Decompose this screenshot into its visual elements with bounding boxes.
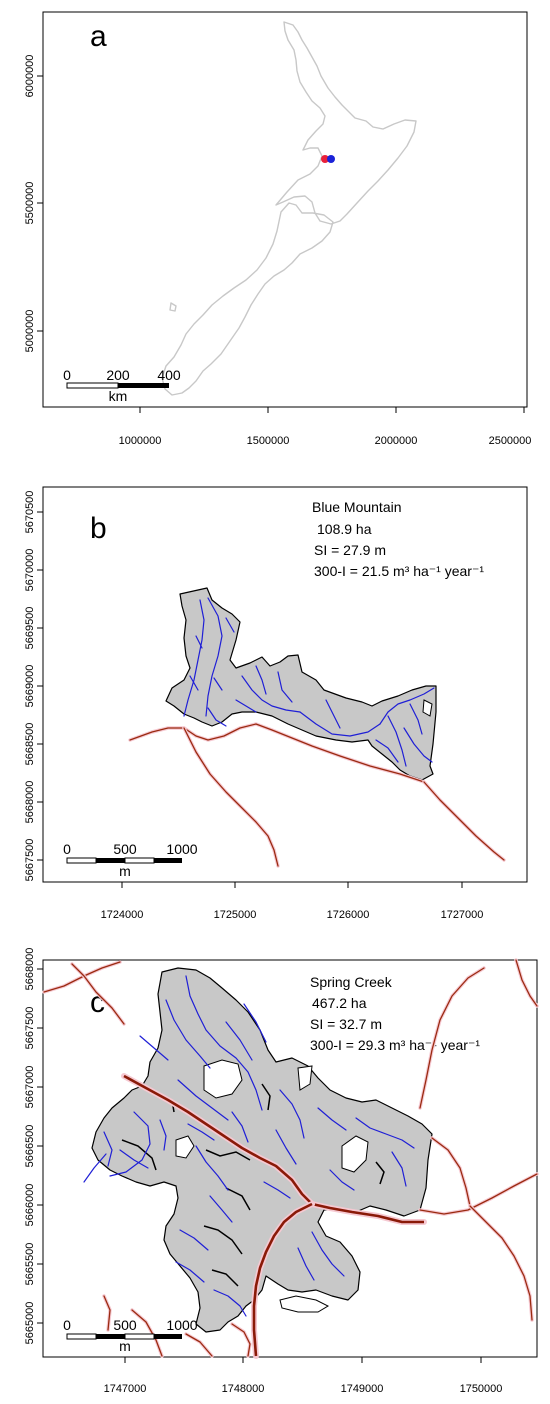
x-tick-label: 2500000 [489, 435, 532, 447]
y-tick-label: 5669000 [24, 665, 36, 708]
panel-c-roads [42, 958, 539, 1358]
panel-b-x-axis: 1724000 1725000 1726000 1727000 [101, 882, 484, 921]
panel-a-scalebar: 0 200 400 km [63, 367, 181, 404]
site-area: 108.9 ha [317, 521, 372, 537]
panel-a-frame [42, 11, 528, 408]
scalebar-label-0: 0 [63, 841, 71, 857]
panel-c-streams [83, 975, 415, 1317]
panel-a-letter: a [90, 20, 107, 53]
x-tick-label: 1727000 [441, 909, 484, 921]
scalebar-unit: m [119, 863, 131, 879]
panel-b: b Blue Mountain 108.9 ha SI = 27.9 m 300… [24, 486, 528, 921]
panel-b-roads [128, 722, 506, 868]
panel-b-letter: b [90, 512, 107, 545]
blue-mountain-forest [165, 587, 437, 781]
spring-creek-forest [91, 967, 433, 1333]
x-tick-label: 1749000 [341, 1383, 384, 1395]
panel-b-streams [183, 597, 435, 767]
panel-a-y-axis: 6000000 5500000 5000000 [24, 55, 43, 353]
scalebar-label-mid: 500 [113, 1317, 137, 1333]
x-tick-label: 1747000 [104, 1383, 147, 1395]
stewart-island-outline [169, 302, 177, 312]
forest-gap [422, 699, 433, 717]
x-tick-label: 1724000 [101, 909, 144, 921]
scalebar-label-max: 400 [157, 367, 181, 383]
x-tick-label: 1748000 [222, 1383, 265, 1395]
site-area: 467.2 ha [312, 995, 367, 1011]
clearing [341, 1135, 369, 1173]
clearing [297, 1065, 313, 1091]
panel-c-x-axis: 1747000 1748000 1749000 1750000 [104, 1357, 503, 1395]
panel-c-highway [121, 1073, 427, 1359]
panel-c-y-axis: 5668000 5667500 5667000 5666500 5666000 … [24, 948, 43, 1345]
site-index: SI = 32.7 m [310, 1016, 382, 1032]
y-tick-label: 5666000 [24, 1184, 36, 1227]
panel-b-y-axis: 5670500 5670000 5669500 5669000 5668500 … [24, 491, 43, 882]
scalebar-unit: km [109, 388, 128, 404]
clearing [175, 1135, 195, 1159]
x-tick-label: 2000000 [375, 435, 418, 447]
x-tick-label: 1750000 [460, 1383, 503, 1395]
north-island-outline [275, 21, 417, 225]
panel-b-frame [42, 486, 528, 883]
y-tick-label: 5669500 [24, 607, 36, 650]
scalebar-label-max: 1000 [166, 841, 197, 857]
site-increment: 300-I = 21.5 m³ ha⁻¹ year⁻¹ [314, 563, 484, 579]
scalebar-label-mid: 200 [106, 367, 130, 383]
site-name: Blue Mountain [312, 499, 402, 515]
y-tick-label: 5000000 [24, 310, 36, 353]
scalebar-label-mid: 500 [113, 841, 137, 857]
y-tick-label: 6000000 [24, 55, 36, 98]
x-tick-label: 1726000 [327, 909, 370, 921]
x-tick-label: 1500000 [247, 435, 290, 447]
site-index: SI = 27.9 m [314, 542, 386, 558]
y-tick-label: 5668000 [24, 948, 36, 991]
panel-a: a 0 200 400 km 1000000 1500000 2000000 2… [24, 11, 532, 447]
y-tick-label: 5670500 [24, 491, 36, 534]
y-tick-label: 5665000 [24, 1302, 36, 1345]
y-tick-label: 5666500 [24, 1125, 36, 1168]
scalebar-label-0: 0 [63, 1317, 71, 1333]
spring-creek-marker [327, 155, 335, 163]
site-name: Spring Creek [310, 974, 393, 990]
x-tick-label: 1725000 [214, 909, 257, 921]
y-tick-label: 5668000 [24, 781, 36, 824]
y-tick-label: 5667000 [24, 1066, 36, 1109]
panel-b-scalebar: 0 500 1000 m [63, 841, 198, 879]
y-tick-label: 5670000 [24, 549, 36, 592]
panel-c-frame [42, 959, 538, 1358]
panel-c: c Spring Creek 467.2 ha SI = 32.7 m 300-… [24, 948, 539, 1395]
blue-mountain-marker [321, 155, 329, 163]
panel-a-x-axis: 1000000 1500000 2000000 2500000 [119, 407, 532, 447]
scalebar-unit: m [119, 1338, 131, 1354]
y-tick-label: 5500000 [24, 182, 36, 225]
site-increment: 300-I = 29.3 m³ ha⁻¹ year⁻¹ [310, 1037, 480, 1053]
scalebar-label-0: 0 [63, 367, 71, 383]
clearing [203, 1059, 243, 1099]
y-tick-label: 5668500 [24, 723, 36, 766]
y-tick-label: 5667500 [24, 1007, 36, 1050]
scalebar-label-max: 1000 [166, 1317, 197, 1333]
clearing [279, 1295, 330, 1313]
panel-c-scalebar: 0 500 1000 m [63, 1317, 198, 1354]
y-tick-label: 5665500 [24, 1243, 36, 1286]
x-tick-label: 1000000 [119, 435, 162, 447]
y-tick-label: 5667500 [24, 839, 36, 882]
south-island-outline [161, 202, 334, 396]
panel-c-letter: c [90, 986, 105, 1019]
